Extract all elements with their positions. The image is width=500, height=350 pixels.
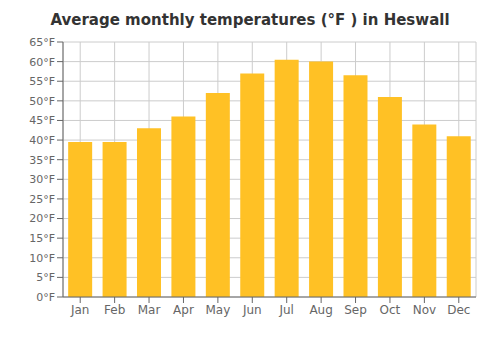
- svg-text:Apr: Apr: [173, 303, 194, 317]
- svg-text:Jun: Jun: [242, 303, 262, 317]
- svg-text:5°F: 5°F: [36, 271, 55, 284]
- svg-text:25°F: 25°F: [29, 193, 55, 206]
- svg-text:Jul: Jul: [278, 303, 293, 317]
- svg-text:Jan: Jan: [70, 303, 90, 317]
- svg-text:Aug: Aug: [309, 303, 332, 317]
- svg-text:Feb: Feb: [104, 303, 125, 317]
- svg-text:50°F: 50°F: [29, 95, 55, 108]
- svg-text:65°F: 65°F: [29, 36, 55, 49]
- svg-text:Nov: Nov: [413, 303, 436, 317]
- svg-text:Sep: Sep: [344, 303, 367, 317]
- svg-text:40°F: 40°F: [29, 134, 55, 147]
- svg-text:20°F: 20°F: [29, 212, 55, 225]
- svg-text:30°F: 30°F: [29, 173, 55, 186]
- svg-text:Dec: Dec: [447, 303, 470, 317]
- svg-text:10°F: 10°F: [29, 252, 55, 265]
- svg-text:55°F: 55°F: [29, 75, 55, 88]
- svg-text:0°F: 0°F: [36, 291, 55, 304]
- svg-text:Mar: Mar: [138, 303, 161, 317]
- svg-text:Oct: Oct: [380, 303, 401, 317]
- svg-text:35°F: 35°F: [29, 154, 55, 167]
- svg-text:45°F: 45°F: [29, 114, 55, 127]
- html-text:Average monthly temperatures (: Average monthly temperatures (°F ) in He…: [50, 11, 450, 29]
- svg-text:15°F: 15°F: [29, 232, 55, 245]
- svg-text:60°F: 60°F: [29, 56, 55, 69]
- svg-text:May: May: [205, 303, 230, 317]
